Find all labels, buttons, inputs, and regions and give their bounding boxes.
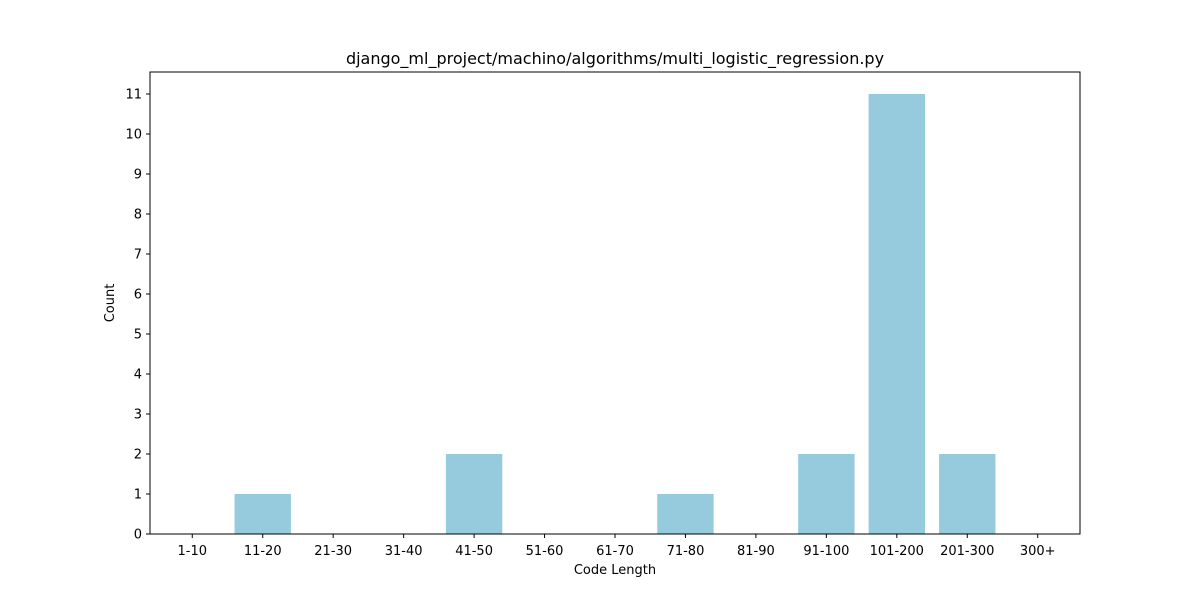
x-tick-label: 21-30 [314,544,352,559]
y-axis-title: Count [103,284,118,323]
x-tick-label: 1-10 [178,544,208,559]
x-tick-label: 71-80 [667,544,705,559]
x-tick-label: 81-90 [737,544,775,559]
x-tick-label: 31-40 [385,544,423,559]
y-tick-label: 8 [134,208,142,223]
y-tick-label: 7 [134,248,142,263]
x-tick-label: 41-50 [455,544,493,559]
x-tick-label: 11-20 [244,544,282,559]
y-tick-label: 0 [134,528,142,543]
x-tick-label: 61-70 [596,544,634,559]
bar-11-20 [234,494,291,534]
y-tick-label: 9 [134,168,142,183]
x-tick-label: 51-60 [526,544,564,559]
bar-71-80 [657,494,714,534]
x-tick-label: 300+ [1020,544,1056,559]
bar-41-50 [445,454,503,534]
bar-201-300 [939,454,996,534]
y-tick-label: 1 [134,488,142,503]
y-axis: 0 1 2 3 4 5 6 7 8 9 10 11 [125,88,150,543]
y-tick-label: 2 [134,448,142,463]
bars-group [234,94,996,534]
x-tick-label: 201-300 [940,544,994,559]
y-tick-label: 10 [125,128,142,143]
bar-91-100 [798,454,855,534]
y-tick-label: 3 [134,408,142,423]
chart-title: django_ml_project/machino/algorithms/mul… [346,49,884,69]
bar-101-200 [868,94,925,534]
y-tick-label: 11 [125,88,142,103]
x-tick-label: 101-200 [870,544,924,559]
x-axis-title: Code Length [574,563,656,578]
y-tick-label: 6 [134,288,142,303]
x-tick-label: 91-100 [803,544,849,559]
y-tick-label: 5 [134,328,142,343]
x-axis: 1-10 11-20 21-30 31-40 41-50 51-60 61-70 71-80 8… [178,534,1056,559]
y-tick-label: 4 [134,368,142,383]
